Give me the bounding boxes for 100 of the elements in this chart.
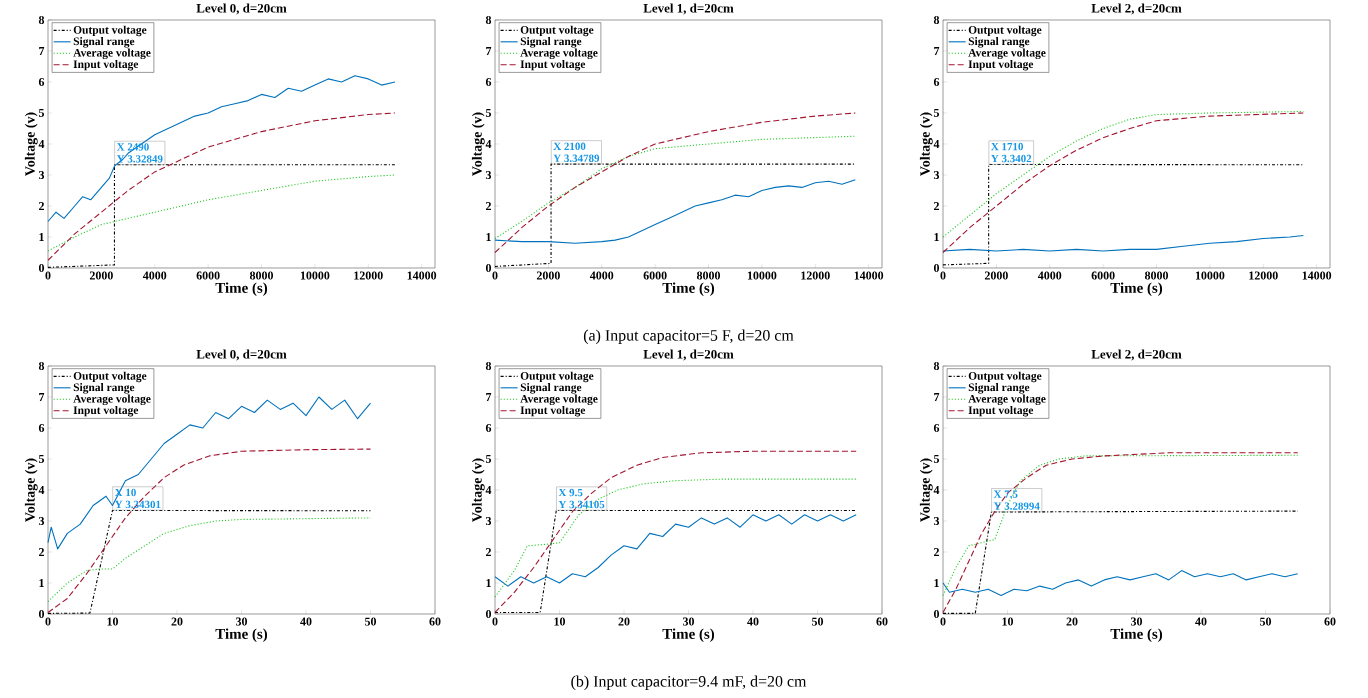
- x-axis-title: Time (s): [1110, 628, 1163, 642]
- y-tick-label: 6: [485, 77, 492, 86]
- y-tick-label: 7: [934, 47, 940, 55]
- line-series: [494, 514, 857, 587]
- y-tick-label: 4: [933, 486, 940, 494]
- y-tick-label: 2: [934, 548, 939, 556]
- y-tick-label: 1: [486, 579, 491, 587]
- y-tick-label: 0: [933, 609, 940, 619]
- annotation: X 7.5: [993, 490, 1018, 498]
- y-tick-label: 4: [485, 486, 492, 494]
- x-axis-title: Time (s): [215, 282, 268, 296]
- y-tick-label: 0: [933, 263, 940, 273]
- y-tick-label: 4: [485, 140, 492, 148]
- x-tick-label: 0: [45, 617, 51, 626]
- y-axis-title: Voltage (v): [919, 112, 933, 176]
- legend-label: Output voltage: [73, 25, 147, 37]
- y-axis-title: Voltage (v): [24, 112, 38, 176]
- line-series: [942, 570, 1299, 596]
- x-tick-label: 2000: [984, 271, 1008, 280]
- legend-label: Output voltage: [968, 371, 1042, 383]
- annotation: Y 3.34789: [553, 154, 600, 163]
- x-tick-label: 12000: [801, 271, 830, 280]
- x-tick-label: 60: [429, 617, 441, 626]
- annotation: Y 3.3402: [991, 154, 1032, 163]
- y-tick-label: 4: [38, 140, 45, 148]
- annotation: X 1710: [991, 142, 1023, 151]
- legend-label: Input voltage: [520, 405, 586, 417]
- y-tick-label: 1: [39, 233, 44, 241]
- x-tick-label: 10000: [1195, 271, 1225, 280]
- legend-label: Signal range: [520, 37, 582, 48]
- y-tick-label: 5: [485, 109, 492, 117]
- chart-title: Level 1, d=20cm: [643, 3, 734, 15]
- y-tick-label: 3: [38, 170, 45, 179]
- x-tick-label: 8000: [696, 271, 721, 280]
- x-axis-title: Time (s): [215, 628, 268, 642]
- y-tick-label: 3: [38, 516, 45, 526]
- y-tick-label: 5: [485, 455, 492, 463]
- chart-title: Level 0, d=20cm: [196, 349, 287, 361]
- legend-label: Average voltage: [520, 48, 598, 60]
- x-tick-label: 10: [554, 617, 566, 626]
- y-tick-label: 8: [38, 15, 45, 25]
- x-axis-title: Time (s): [1110, 282, 1163, 296]
- legend-label: Output voltage: [73, 371, 147, 383]
- x-axis-title: Time (s): [662, 282, 715, 296]
- y-tick-label: 0: [38, 263, 45, 273]
- legend-label: Input voltage: [520, 59, 586, 71]
- y-tick-label: 2: [486, 548, 491, 556]
- y-axis-title: Voltage (v): [471, 458, 485, 522]
- legend-label: Output voltage: [520, 371, 594, 383]
- annotation: Y 3.34301: [114, 500, 161, 509]
- x-tick-label: 0: [45, 271, 51, 280]
- x-tick-label: 60: [876, 617, 888, 626]
- x-tick-label: 50: [1260, 617, 1272, 626]
- x-tick-label: 30: [235, 617, 248, 626]
- legend-label: Output voltage: [968, 25, 1042, 37]
- x-tick-label: 12000: [1249, 271, 1278, 280]
- x-tick-label: 40: [300, 617, 312, 626]
- y-tick-label: 8: [485, 361, 492, 371]
- y-tick-label: 7: [934, 393, 940, 401]
- x-tick-label: 30: [1130, 617, 1143, 626]
- line-series: [47, 448, 372, 613]
- x-tick-label: 0: [940, 271, 946, 280]
- y-tick-label: 0: [38, 609, 45, 619]
- y-tick-label: 7: [39, 393, 45, 401]
- y-tick-label: 6: [485, 423, 492, 433]
- y-tick-label: 6: [933, 77, 940, 86]
- x-tick-label: 10: [1002, 617, 1014, 626]
- x-tick-label: 14000: [1302, 271, 1332, 280]
- x-tick-label: 10: [107, 617, 119, 626]
- legend-label: Average voltage: [968, 394, 1046, 406]
- y-tick-label: 0: [485, 263, 492, 273]
- chart-title: Level 2, d=20cm: [1091, 349, 1182, 361]
- x-tick-label: 40: [747, 617, 759, 626]
- legend-label: Signal range: [968, 37, 1030, 48]
- annotation: Y 3.28994: [993, 502, 1040, 510]
- line-series: [494, 450, 857, 613]
- x-tick-label: 20: [171, 617, 183, 626]
- x-tick-label: 20: [1066, 617, 1078, 626]
- y-tick-label: 7: [486, 393, 492, 401]
- x-tick-label: 40: [1195, 617, 1207, 626]
- x-tick-label: 2000: [536, 271, 560, 280]
- y-tick-label: 1: [39, 579, 44, 587]
- legend-label: Input voltage: [968, 59, 1034, 71]
- chart-title: Level 2, d=20cm: [1091, 3, 1182, 15]
- text: (b) Input capacitor=9.4 mF, d=20 cm: [571, 675, 807, 690]
- y-tick-label: 3: [933, 516, 940, 526]
- y-tick-label: 8: [933, 361, 940, 371]
- chart-title: Level 0, d=20cm: [196, 3, 287, 15]
- x-tick-label: 4000: [1037, 271, 1062, 280]
- y-tick-label: 0: [485, 609, 492, 619]
- y-tick-label: 4: [38, 486, 45, 494]
- y-tick-label: 5: [934, 455, 940, 463]
- y-axis-title: Voltage (v): [24, 458, 38, 522]
- legend-label: Average voltage: [968, 48, 1046, 60]
- y-tick-label: 3: [485, 516, 492, 526]
- y-axis-title: Voltage (v): [919, 458, 933, 522]
- annotation: X 2100: [553, 142, 586, 151]
- y-tick-label: 8: [933, 15, 940, 25]
- y-tick-label: 3: [933, 170, 940, 179]
- x-tick-label: 4000: [589, 271, 614, 280]
